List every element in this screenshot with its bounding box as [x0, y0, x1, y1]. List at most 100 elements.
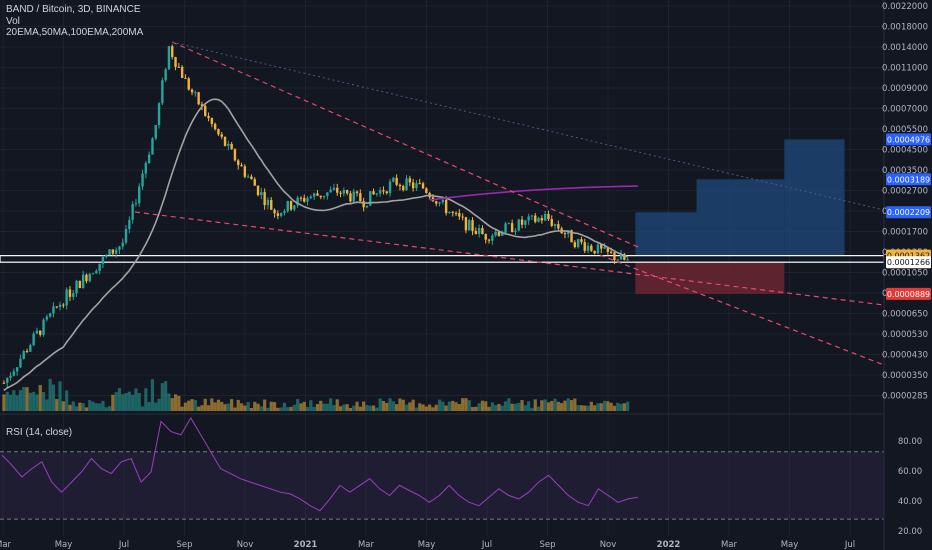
candle-body — [497, 231, 501, 236]
candle-body — [411, 182, 415, 189]
candle-body — [270, 199, 273, 210]
price-tick-label: 0.0011000 — [882, 64, 928, 74]
candle-body — [451, 211, 454, 213]
candle-body — [256, 185, 260, 196]
volume-bar — [173, 394, 178, 411]
candle-body — [537, 217, 540, 222]
candle-body — [138, 186, 141, 204]
price-label-tag — [886, 133, 931, 146]
volume-bar — [583, 405, 587, 411]
volume-bar — [414, 407, 419, 411]
volume-bar — [589, 401, 593, 411]
rsi-tick-label: 20.00 — [898, 527, 922, 537]
time-tick-label: Mar — [0, 540, 12, 550]
candle-body — [68, 289, 72, 297]
candle-body — [359, 193, 362, 202]
trendline-long — [171, 41, 885, 211]
volume-bar — [527, 401, 531, 411]
price-label-value: 0.0001362 — [887, 252, 930, 261]
candle-body — [576, 239, 580, 248]
volume-bar — [210, 398, 214, 411]
candle-body — [194, 92, 197, 94]
candle-body — [405, 178, 408, 191]
candle-body — [273, 209, 276, 214]
volume-bar — [243, 405, 247, 411]
volume-bar — [104, 407, 108, 411]
volume-bar — [131, 394, 135, 411]
volume-bar — [424, 406, 428, 411]
volume-indicator-label[interactable]: Vol — [6, 16, 20, 27]
candle-body — [55, 306, 58, 308]
candle-body — [378, 190, 382, 194]
volume-bar — [510, 403, 514, 411]
candle-body — [385, 191, 388, 194]
volume-bar — [81, 403, 85, 411]
price-tick-label: 0.0001050 — [882, 269, 928, 279]
volume-bar — [226, 403, 230, 411]
candle-body — [2, 382, 6, 384]
candle-body — [296, 197, 299, 206]
candle-body — [85, 274, 88, 282]
volume-bar — [418, 403, 422, 411]
candle-body — [121, 242, 124, 247]
candle-body — [108, 249, 111, 256]
candle-body — [65, 289, 68, 306]
volume-bar — [556, 401, 560, 411]
candle-body — [19, 358, 22, 368]
volume-bar — [140, 406, 145, 411]
volume-bar — [124, 393, 128, 411]
candle-body — [441, 199, 445, 203]
volume-bar — [503, 401, 508, 411]
rsi-indicator-label[interactable]: RSI (14, close) — [6, 427, 73, 438]
volume-bar — [477, 403, 481, 411]
candle-body — [557, 224, 560, 229]
candle-body — [402, 186, 405, 191]
candle-body — [32, 333, 35, 346]
volume-bar — [612, 405, 617, 411]
price-tick-label: 0.0000430 — [882, 351, 928, 361]
volume-bar — [563, 400, 567, 411]
candle-body — [237, 160, 240, 165]
candle-body — [105, 255, 108, 257]
candle-body — [98, 263, 101, 271]
candle-body — [514, 230, 517, 233]
volume-bar — [74, 406, 79, 411]
candle-body — [118, 246, 121, 250]
ma-indicator-label[interactable]: 20EMA,50MA,100EMA,200MA — [6, 27, 144, 38]
volume-bar — [371, 405, 376, 411]
volume-bar — [88, 400, 92, 411]
candle-body — [124, 229, 128, 243]
price-tick-label: 0.0000350 — [882, 371, 928, 381]
volume-bar — [546, 402, 551, 411]
candle-body — [279, 212, 283, 216]
volume-bar — [533, 399, 537, 411]
candle-body — [600, 244, 603, 249]
volume-bar — [8, 394, 13, 411]
candle-body — [501, 232, 504, 236]
candle-body — [448, 211, 451, 214]
target-zone — [635, 212, 697, 256]
volume-bar — [599, 403, 603, 411]
volume-bar — [121, 394, 125, 411]
volume-bar — [61, 401, 65, 411]
price-tick-label: 0.0000530 — [882, 330, 928, 340]
volume-bar — [127, 391, 131, 411]
candle-body — [609, 251, 613, 253]
candle-body — [504, 223, 507, 233]
ma-line-purple — [429, 185, 639, 201]
stop-zone — [635, 262, 785, 294]
candle-body — [418, 183, 421, 185]
volume-bar — [319, 400, 323, 411]
volume-bar — [68, 404, 72, 411]
candle-body — [471, 220, 474, 231]
volume-bar — [550, 400, 554, 411]
volume-bar — [5, 391, 9, 411]
volume-bar — [404, 404, 409, 411]
symbol-title[interactable]: BAND / Bitcoin, 3D, BINANCE — [6, 4, 141, 15]
candle-body — [246, 176, 250, 178]
volume-bar — [609, 402, 613, 411]
time-tick-label: May — [55, 540, 73, 550]
volume-bar — [286, 407, 290, 411]
